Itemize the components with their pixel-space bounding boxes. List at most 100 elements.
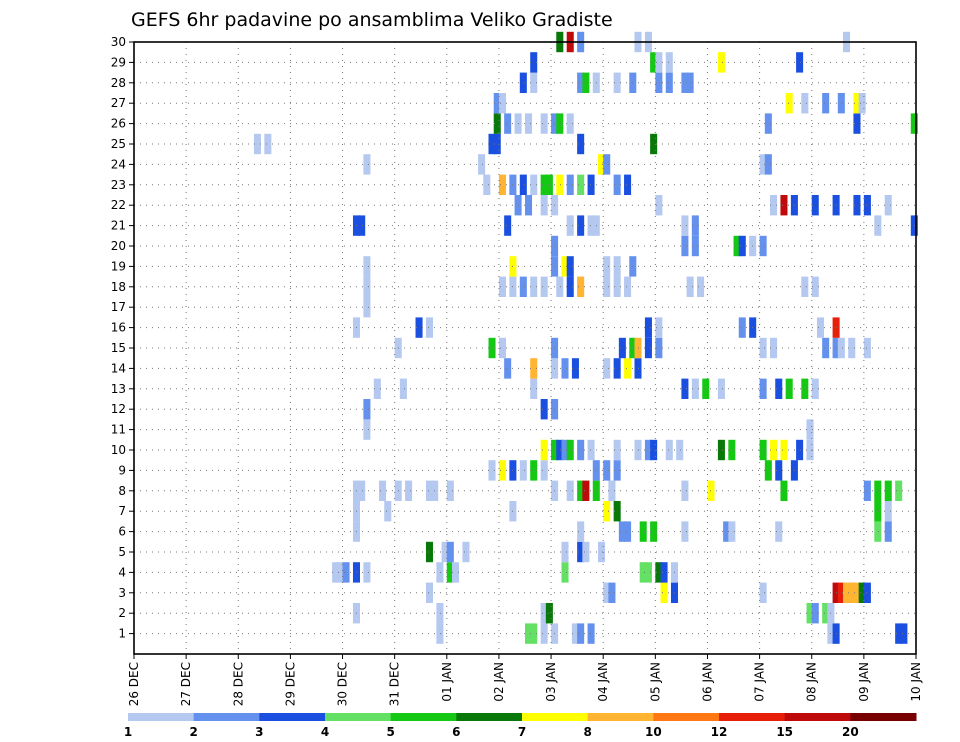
cell-m3-1	[603, 582, 611, 603]
cell-m9-9	[764, 460, 772, 481]
cell-m23-11	[613, 174, 621, 195]
cell-m20-6	[759, 235, 767, 257]
cell-m5-5	[577, 541, 585, 563]
cell-m8-2	[379, 480, 387, 501]
cell-m24-4	[759, 154, 767, 175]
ytick-label: 17	[111, 300, 126, 314]
cell-m7-4	[613, 501, 621, 522]
cell-m18-10	[613, 276, 621, 297]
colorbar-swatch	[587, 713, 654, 721]
cell-m2-3	[545, 603, 553, 624]
cell-m9-10	[775, 460, 783, 481]
cell-m18-6	[556, 276, 564, 297]
colorbar-label: 12	[711, 725, 728, 739]
cell-m9-3	[519, 460, 527, 481]
cell-m7-5	[874, 501, 882, 522]
cell-m4-9	[639, 562, 647, 583]
cell-m21-2	[504, 215, 512, 236]
cell-m15-14	[848, 337, 856, 359]
cell-m18-12	[686, 276, 694, 297]
xtick-label: 07 JAN	[753, 662, 767, 702]
cell-m11-0	[363, 419, 371, 440]
cell-m26-9	[853, 113, 861, 134]
cell-m16-5	[738, 317, 746, 338]
xtick-label: 29 DEC	[283, 662, 297, 706]
ytick-label: 27	[111, 96, 126, 110]
cell-m8-4	[405, 480, 413, 501]
ytick-label: 22	[111, 198, 126, 212]
cell-m16-4	[655, 317, 663, 338]
cell-m9-4	[530, 460, 538, 481]
cell-m21-9	[874, 215, 882, 236]
cell-m8-16	[780, 480, 788, 501]
cell-m13-0	[373, 378, 381, 399]
cell-m13-9	[785, 378, 793, 399]
ytick-label: 12	[111, 402, 126, 416]
cell-m10-0	[540, 439, 548, 461]
ytick-label: 13	[111, 382, 126, 396]
cell-m23-9	[577, 174, 585, 195]
cell-m16-2	[425, 317, 433, 338]
cell-m5-4	[561, 541, 569, 563]
cell-m8-7	[446, 480, 454, 501]
cell-m22-10	[853, 195, 861, 216]
xtick-label: 08 JAN	[805, 662, 819, 702]
cell-m8-17	[863, 480, 871, 501]
cell-m10-3	[561, 439, 569, 461]
cell-m6-3	[624, 521, 632, 542]
ytick-label: 9	[118, 463, 126, 477]
cell-m23-0	[483, 174, 491, 195]
cell-m18-0	[363, 276, 371, 297]
cell-m18-7	[566, 276, 574, 297]
cell-m29-1	[650, 52, 658, 73]
cell-m23-3	[519, 174, 527, 195]
cell-m13-4	[691, 378, 699, 399]
xtick-label: 03 JAN	[544, 662, 558, 702]
cell-m14-7	[624, 358, 632, 379]
cell-m4-8	[561, 562, 569, 583]
cell-m15-13	[837, 337, 845, 359]
cell-m22-11	[863, 195, 871, 216]
y-axis: 1234567891011121314151617181920212223242…	[111, 35, 134, 641]
cell-m15-1	[488, 337, 496, 359]
cell-m2-4	[806, 603, 814, 624]
cell-m9-8	[613, 460, 621, 481]
cell-m9-7	[603, 460, 611, 481]
cell-m1-1	[525, 623, 533, 644]
cell-m13-6	[717, 378, 725, 399]
cell-m29-4	[717, 52, 725, 73]
cell-m28-5	[613, 72, 621, 93]
cell-m10-19	[806, 439, 814, 461]
cell-m4-12	[660, 562, 668, 583]
colorbar-swatch	[784, 713, 851, 721]
xtick-label: 28 DEC	[231, 662, 245, 706]
xtick-label: 09 JAN	[857, 662, 871, 702]
xtick-label: 10 JAN	[909, 662, 923, 702]
cell-m26-1	[504, 113, 512, 134]
cell-m5-0	[425, 541, 433, 563]
colorbar-label: 6	[452, 725, 460, 739]
cell-m25-2	[488, 133, 496, 155]
cell-m1-6	[577, 623, 585, 644]
cell-m6-4	[639, 521, 647, 542]
ytick-label: 18	[111, 280, 126, 294]
cell-m2-6	[822, 603, 830, 624]
cell-m28-9	[681, 72, 689, 93]
cell-m3-12	[863, 582, 871, 603]
cell-m10-13	[717, 439, 725, 461]
cell-m21-4	[577, 215, 585, 236]
ytick-label: 2	[118, 606, 126, 620]
cell-m27-1	[498, 93, 506, 114]
colorbar-label: 15	[776, 725, 793, 739]
cell-m3-10	[853, 582, 861, 603]
cell-m6-10	[874, 521, 882, 542]
cell-m4-5	[436, 562, 444, 583]
cell-m29-0	[530, 52, 538, 73]
cell-m6-6	[681, 521, 689, 542]
cell-m1-7	[587, 623, 595, 644]
cell-m23-8	[566, 174, 574, 195]
cell-m14-6	[613, 358, 621, 379]
colorbar-swatch	[653, 713, 720, 721]
cell-m28-10	[686, 72, 694, 93]
cell-m23-7	[556, 174, 564, 195]
